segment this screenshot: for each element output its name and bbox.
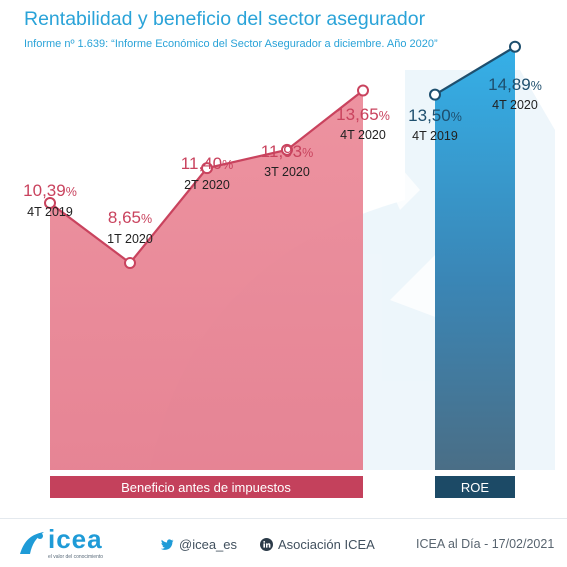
roe-area: [435, 46, 515, 470]
logo-text: icea: [48, 524, 103, 554]
benefit-value-label: 10,39%: [23, 181, 77, 200]
benefit-point: [124, 257, 136, 269]
benefit-category-label: 4T 2020: [340, 128, 386, 142]
category-bars: Beneficio antes de impuestos ROE: [50, 476, 515, 498]
benefit-point: [281, 143, 293, 156]
twitter-handle: @icea_es: [179, 537, 238, 552]
benefit-value-label: 11,40%: [181, 154, 233, 173]
benefit-point: [201, 162, 213, 175]
twitter-link[interactable]: @icea_es: [160, 537, 237, 552]
logo-tagline: el valor del conocimiento: [48, 554, 104, 560]
benefit-value-label: 13,65%: [336, 105, 390, 124]
benefit-category-bar: [50, 476, 363, 498]
benefit-category-label: 4T 2019: [27, 205, 73, 219]
benefit-point: [44, 196, 56, 209]
benefit-category-bar-label: Beneficio antes de impuestos: [121, 480, 291, 495]
twitter-icon: [160, 539, 174, 550]
roe-category-label: 4T 2020: [492, 98, 538, 112]
roe-category-label: 4T 2019: [412, 129, 458, 143]
linkedin-icon: [260, 538, 273, 551]
linkedin-name: Asociación ICEA: [278, 537, 375, 552]
benefit-category-label: 2T 2020: [184, 178, 230, 192]
chart: 10,39% 4T 2019 8,65% 1T 2020 11,40% 2T 2020 11…: [23, 40, 555, 498]
benefit-value-label: 11,93%: [261, 142, 313, 161]
benefit-category-label: 1T 2020: [107, 232, 153, 246]
roe-series: 13,50% 4T 2019 14,89% 4T 2020: [408, 40, 542, 470]
roe-point: [429, 88, 441, 101]
publication-date: ICEA al Día - 17/02/2021: [416, 537, 555, 551]
roe-line: [434, 45, 516, 96]
roe-value-label: 14,89%: [488, 75, 542, 94]
roe-category-bar: [435, 476, 515, 498]
benefit-value-label: 8,65%: [108, 208, 152, 227]
linkedin-link[interactable]: Asociación ICEA: [260, 537, 375, 552]
roe-category-bar-label: ROE: [461, 480, 490, 495]
benefit-category-label: 3T 2020: [264, 165, 310, 179]
icea-logo-icon: [20, 532, 44, 554]
chart-subtitle: Informe nº 1.639: “Informe Económico del…: [24, 38, 438, 50]
benefit-area: [50, 90, 363, 470]
roe-point: [509, 40, 521, 53]
icea-logo[interactable]: icea el valor del conocimiento: [10, 524, 120, 562]
roe-value-label: 13,50%: [408, 106, 462, 125]
benefit-point: [357, 84, 369, 97]
benefit-series: 10,39% 4T 2019 8,65% 1T 2020 11,40% 2T 2020 11…: [23, 84, 390, 470]
chart-title: Rentabilidad y beneficio del sector aseg…: [24, 8, 426, 30]
footer-divider: [0, 518, 567, 519]
